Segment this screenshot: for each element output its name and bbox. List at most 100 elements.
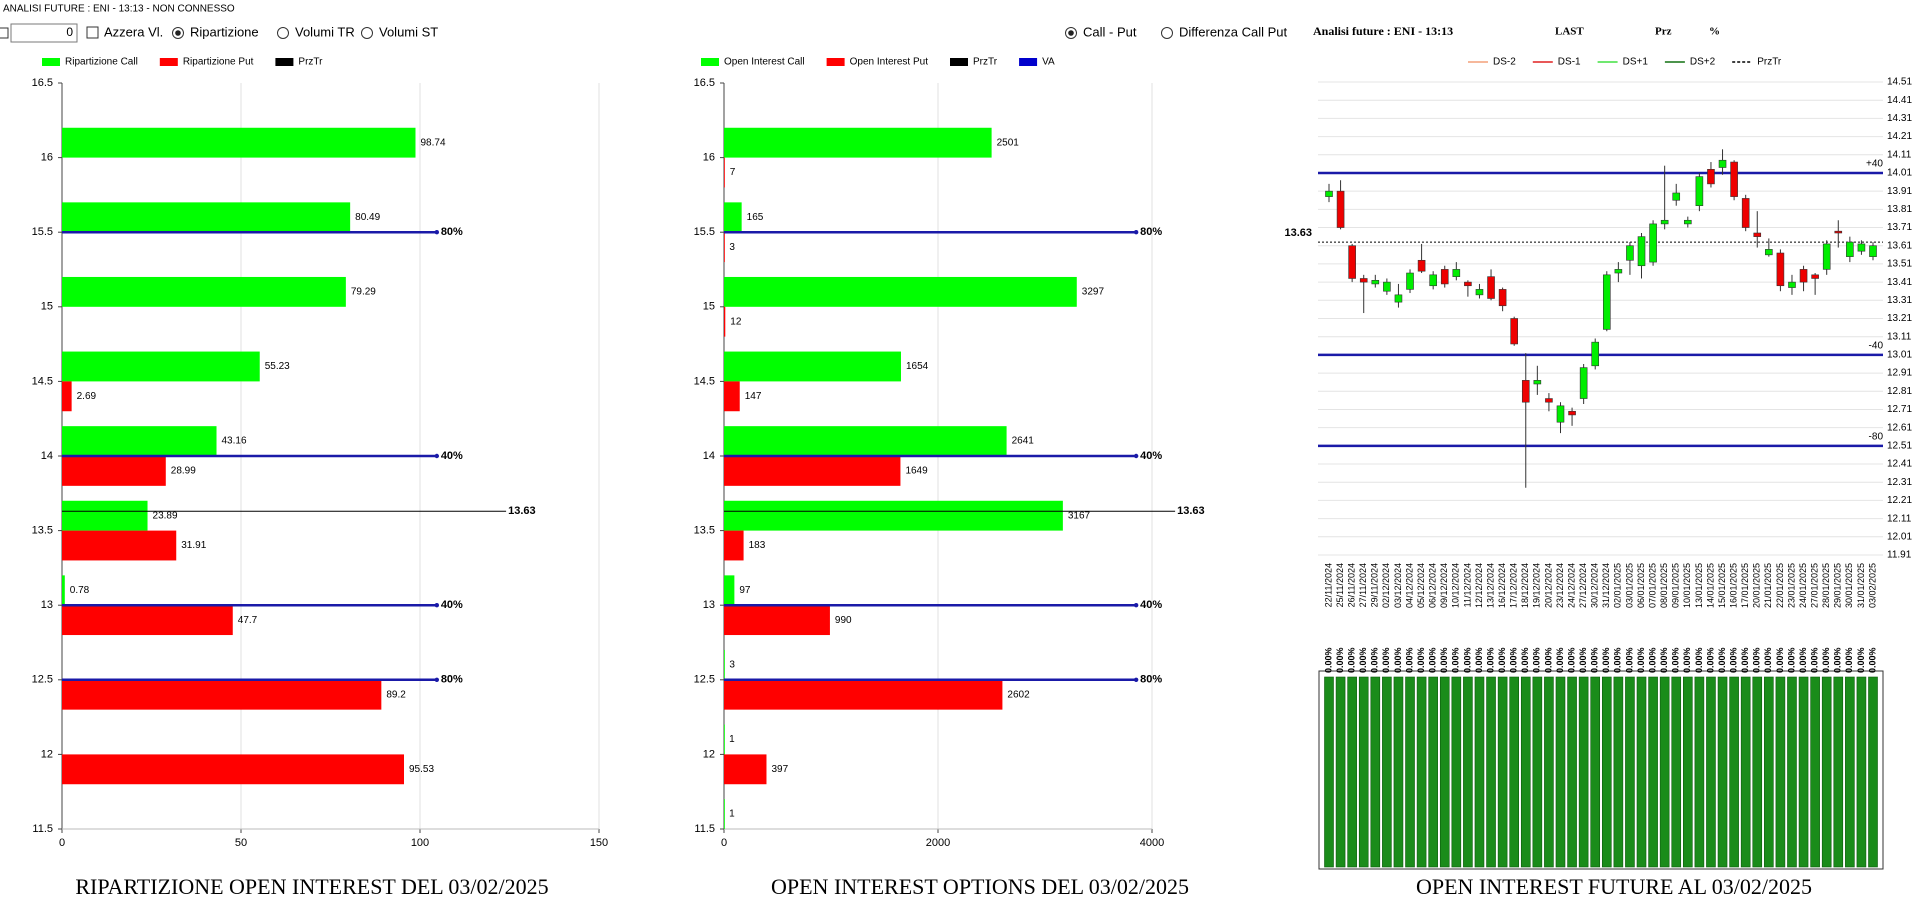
bar [724, 530, 744, 561]
bar [724, 649, 725, 680]
legend-label: DS-2 [1493, 57, 1516, 68]
y-tick-label: 13 [41, 599, 53, 611]
bar [62, 456, 166, 486]
legend-label: Open Interest Call [724, 57, 805, 68]
y-tick-label: 12.41 [1887, 459, 1912, 470]
bar [1845, 676, 1855, 868]
bar-label: 0.00% [1659, 647, 1669, 673]
bar [1416, 676, 1427, 868]
x-tick-label: 04/12/2024 [1404, 563, 1414, 608]
x-tick-label: 0 [721, 837, 727, 849]
bar-label: 0.00% [1682, 647, 1692, 673]
x-tick-label: 4000 [1140, 837, 1164, 849]
bar [724, 575, 735, 606]
bar [724, 157, 725, 188]
y-tick-label: 13.51 [1887, 259, 1912, 270]
bar-value-label: 31.91 [181, 540, 206, 551]
legend-label: VA [1042, 57, 1055, 68]
radio[interactable] [361, 27, 373, 39]
panel-frame [1318, 670, 1884, 870]
y-tick-label: 13.5 [694, 525, 715, 537]
bar [1706, 676, 1716, 868]
x-tick-label: 05/12/2024 [1416, 563, 1426, 608]
va-line-end [434, 453, 440, 459]
x-tick-label: 21/01/2025 [1763, 563, 1773, 608]
x-tick-label: 19/12/2024 [1532, 563, 1542, 608]
bar-label: 0.00% [1833, 647, 1843, 673]
bar [1821, 676, 1832, 868]
x-tick-label: 14/01/2025 [1705, 563, 1715, 608]
bar [1868, 676, 1878, 868]
bar [724, 605, 830, 636]
legend-swatch [159, 58, 178, 66]
bar-label: 0.00% [1358, 647, 1368, 673]
y-tick-label: 13.71 [1887, 222, 1912, 233]
radio-label: Differenza Call Put [1179, 24, 1288, 39]
y-tick-label: 13.81 [1887, 204, 1912, 215]
bar-value-label: 1 [729, 734, 735, 745]
y-tick-label: 15 [41, 301, 53, 313]
y-tick-label: 16 [41, 152, 53, 164]
bar [724, 351, 901, 382]
number-input[interactable] [10, 23, 78, 43]
x-tick-label: 08/01/2025 [1659, 563, 1669, 608]
legend-swatch [1019, 58, 1038, 66]
bar [62, 381, 72, 412]
number-input-value: 0 [66, 25, 73, 39]
checkbox[interactable] [0, 27, 9, 39]
y-tick-label: 16 [703, 152, 715, 164]
bar [62, 500, 148, 531]
va-line-end [434, 603, 440, 608]
candle-body [1614, 269, 1623, 274]
candle-body [1857, 243, 1866, 252]
y-tick-label: 12 [703, 748, 715, 760]
bar [1833, 676, 1844, 868]
bar-value-label: 2501 [997, 137, 1020, 148]
legend-label: DS-1 [1558, 57, 1581, 68]
candle-body [1348, 245, 1356, 279]
legend-swatch [701, 58, 719, 66]
legend-swatch [42, 58, 60, 66]
y-tick-label: 12.61 [1887, 422, 1912, 433]
candle-body [1707, 169, 1715, 185]
bar-label: 0.00% [1636, 647, 1646, 673]
bar [1463, 676, 1473, 868]
bar [1382, 676, 1392, 868]
va-line-end [1133, 230, 1139, 235]
y-tick-label: 14 [703, 450, 715, 462]
bar [1740, 676, 1751, 868]
x-tick-label: 16/01/2025 [1728, 563, 1738, 608]
y-tick-label: 12 [41, 748, 53, 760]
price-label: 13.63 [1284, 227, 1312, 239]
x-tick-label: 07/01/2025 [1647, 563, 1657, 608]
va-line-label: 40% [1140, 599, 1162, 611]
x-tick-label: 16/12/2024 [1497, 563, 1507, 608]
candle-body [1383, 281, 1391, 292]
bar-value-label: 80.49 [355, 212, 380, 223]
candle-body [1660, 219, 1669, 225]
legend-label: PrzTr [298, 57, 323, 68]
bar [1509, 676, 1519, 868]
va-line-label: 40% [441, 599, 463, 611]
y-tick-label: 12.5 [694, 674, 715, 686]
candle-body [1684, 219, 1692, 225]
candle-body [1556, 405, 1565, 423]
radio[interactable] [1161, 27, 1173, 39]
bar-value-label: 98.74 [420, 137, 445, 148]
ref-line-label: +40 [1866, 159, 1883, 170]
bar-label: 0.00% [1555, 647, 1565, 673]
x-tick-label: 30/12/2024 [1590, 563, 1600, 608]
radio[interactable] [277, 27, 289, 39]
x-tick-label: 22/01/2025 [1775, 563, 1785, 608]
legend-label: PrzTr [973, 57, 998, 68]
x-tick-label: 22/11/2024 [1323, 563, 1333, 607]
candle-body [1637, 236, 1646, 267]
bar-label: 0.00% [1740, 647, 1750, 673]
bar [724, 724, 725, 755]
checkbox[interactable] [86, 26, 99, 39]
x-tick-label: 27/12/2024 [1578, 563, 1588, 608]
candle-body [1649, 223, 1657, 263]
x-tick-label: 150 [590, 837, 608, 849]
bar-value-label: 97 [739, 585, 751, 596]
bar-value-label: 3 [729, 660, 735, 671]
